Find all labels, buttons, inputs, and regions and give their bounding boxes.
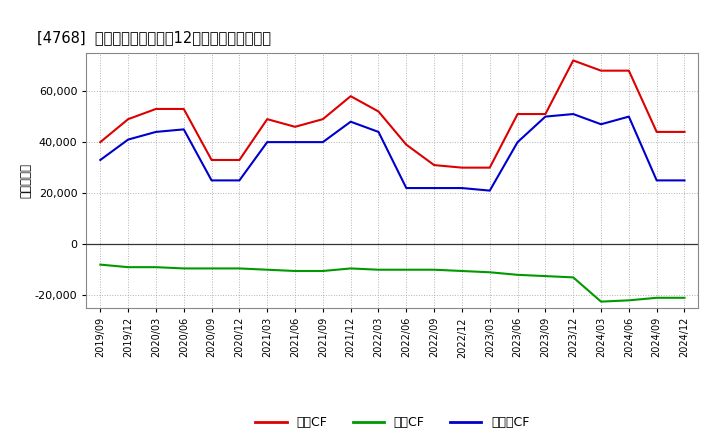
- 投資CF: [263, 267, 271, 272]
- 投資CF: [374, 267, 383, 272]
- フリーCF: [541, 114, 550, 119]
- 投資CF: [235, 266, 243, 271]
- フリーCF: [124, 137, 132, 142]
- 投資CF: [541, 273, 550, 279]
- 営業CF: [569, 58, 577, 63]
- フリーCF: [680, 178, 689, 183]
- フリーCF: [346, 119, 355, 125]
- 営業CF: [680, 129, 689, 135]
- フリーCF: [374, 129, 383, 135]
- 投資CF: [207, 266, 216, 271]
- フリーCF: [179, 127, 188, 132]
- 営業CF: [235, 158, 243, 163]
- 投資CF: [96, 262, 104, 267]
- 投資CF: [569, 275, 577, 280]
- 営業CF: [430, 162, 438, 168]
- 投資CF: [513, 272, 522, 278]
- 投資CF: [179, 266, 188, 271]
- 投資CF: [318, 268, 327, 274]
- フリーCF: [235, 178, 243, 183]
- 投資CF: [402, 267, 410, 272]
- 投資CF: [485, 270, 494, 275]
- 営業CF: [179, 106, 188, 112]
- フリーCF: [263, 139, 271, 145]
- 投資CF: [624, 298, 633, 303]
- フリーCF: [569, 111, 577, 117]
- 営業CF: [624, 68, 633, 73]
- 営業CF: [96, 139, 104, 145]
- 投資CF: [597, 299, 606, 304]
- 投資CF: [458, 268, 467, 274]
- Text: [4768]  キャッシュフローの12か月移動合計の推移: [4768] キャッシュフローの12か月移動合計の推移: [37, 29, 271, 45]
- フリーCF: [402, 185, 410, 191]
- フリーCF: [513, 139, 522, 145]
- 投資CF: [291, 268, 300, 274]
- 営業CF: [152, 106, 161, 112]
- フリーCF: [207, 178, 216, 183]
- 投資CF: [652, 295, 661, 301]
- 投資CF: [124, 264, 132, 270]
- 営業CF: [291, 124, 300, 129]
- フリーCF: [458, 185, 467, 191]
- 営業CF: [652, 129, 661, 135]
- Y-axis label: （百万円）: （百万円）: [19, 163, 32, 198]
- Legend: 営業CF, 投資CF, フリーCF: 営業CF, 投資CF, フリーCF: [251, 411, 534, 434]
- 営業CF: [458, 165, 467, 170]
- 営業CF: [485, 165, 494, 170]
- フリーCF: [291, 139, 300, 145]
- フリーCF: [430, 185, 438, 191]
- 投資CF: [430, 267, 438, 272]
- 営業CF: [374, 109, 383, 114]
- フリーCF: [652, 178, 661, 183]
- Line: 投資CF: 投資CF: [100, 264, 685, 302]
- Line: フリーCF: フリーCF: [100, 114, 685, 191]
- 投資CF: [346, 266, 355, 271]
- 営業CF: [207, 158, 216, 163]
- フリーCF: [624, 114, 633, 119]
- 営業CF: [124, 117, 132, 122]
- 営業CF: [541, 111, 550, 117]
- 投資CF: [680, 295, 689, 301]
- フリーCF: [485, 188, 494, 193]
- フリーCF: [597, 121, 606, 127]
- Line: 営業CF: 営業CF: [100, 60, 685, 168]
- 営業CF: [402, 142, 410, 147]
- フリーCF: [96, 158, 104, 163]
- 営業CF: [513, 111, 522, 117]
- 営業CF: [318, 117, 327, 122]
- 投資CF: [152, 264, 161, 270]
- フリーCF: [318, 139, 327, 145]
- フリーCF: [152, 129, 161, 135]
- 営業CF: [346, 94, 355, 99]
- 営業CF: [597, 68, 606, 73]
- 営業CF: [263, 117, 271, 122]
